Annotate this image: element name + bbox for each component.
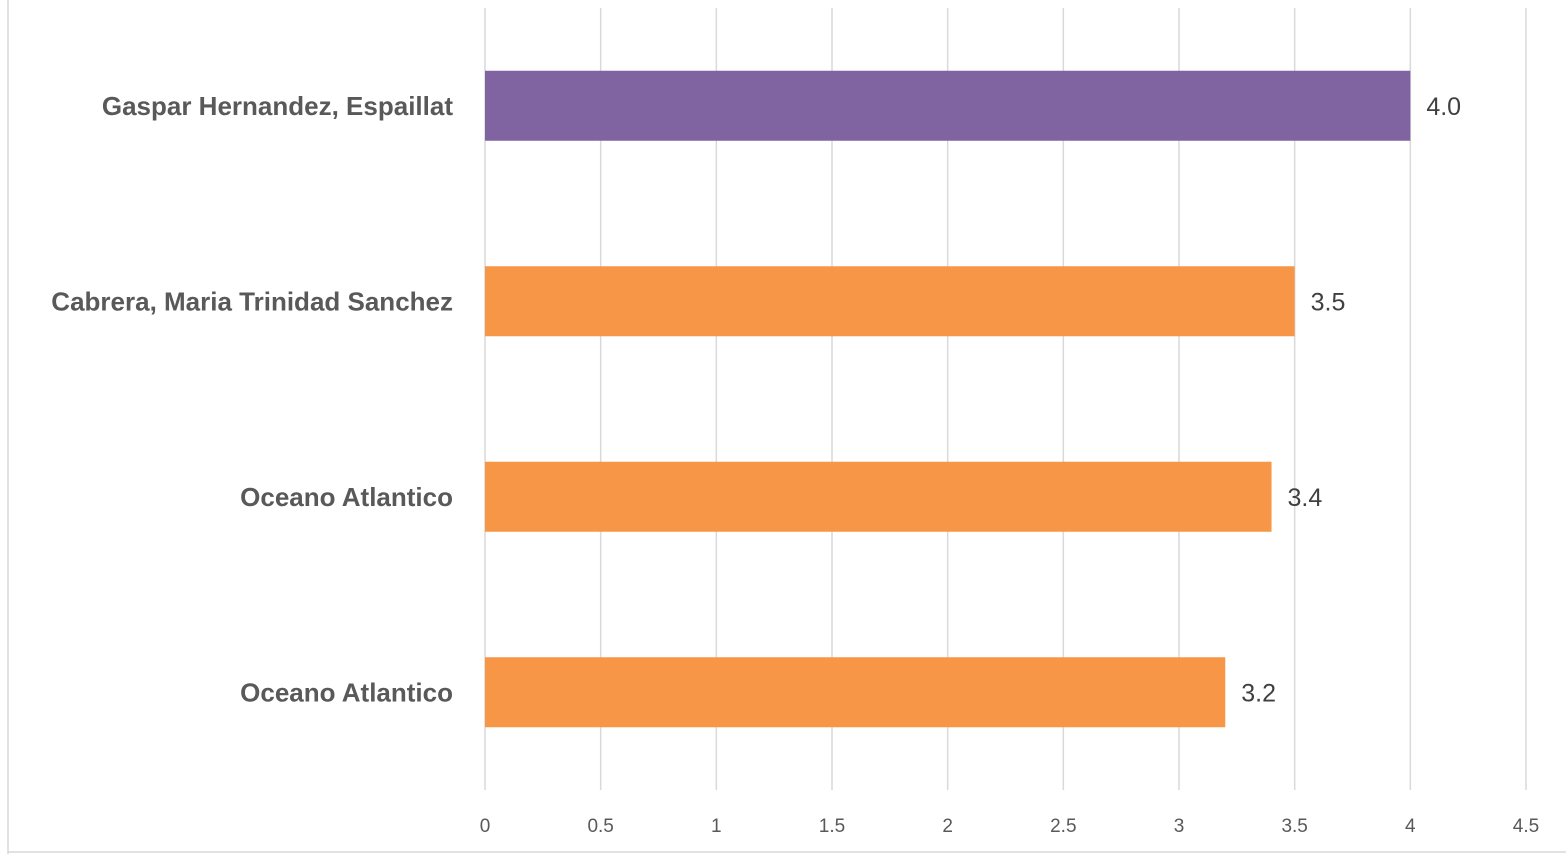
x-tick-label: 3.5 [1281, 816, 1307, 837]
x-tick-label: 2 [942, 816, 953, 837]
x-tick-label: 1 [711, 816, 722, 837]
x-tick-label: 4 [1405, 816, 1416, 837]
category-label: Cabrera, Maria Trinidad Sanchez [51, 286, 453, 316]
bar-2 [485, 461, 1272, 532]
data-labels: 4.0 3.5 3.4 3.2 [1241, 93, 1461, 708]
x-axis-tick-labels: 0 0.5 1 1.5 2 2.5 3 3.5 4 4.5 [480, 816, 1540, 837]
x-tick-label: 0 [480, 816, 491, 837]
data-label: 3.5 [1311, 288, 1346, 316]
data-label: 4.0 [1426, 93, 1461, 121]
category-label: Oceano Atlantico [240, 677, 453, 707]
category-label: Gaspar Hernandez, Espaillat [102, 91, 453, 121]
category-label: Oceano Atlantico [240, 482, 453, 512]
data-label: 3.4 [1288, 484, 1323, 512]
bar-0 [485, 70, 1411, 141]
x-tick-label: 4.5 [1513, 816, 1539, 837]
x-tick-label: 3 [1174, 816, 1185, 837]
bar-1 [485, 266, 1295, 337]
bar-3 [485, 657, 1226, 728]
bars-group [485, 70, 1411, 728]
x-tick-label: 1.5 [819, 816, 845, 837]
data-label: 3.2 [1241, 679, 1276, 707]
category-labels: Gaspar Hernandez, Espaillat Cabrera, Mari… [51, 91, 453, 708]
x-tick-label: 2.5 [1050, 816, 1076, 837]
x-tick-label: 0.5 [587, 816, 613, 837]
